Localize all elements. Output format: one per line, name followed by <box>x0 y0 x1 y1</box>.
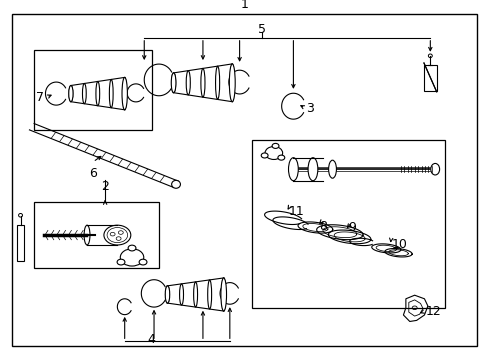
Text: 11: 11 <box>288 205 304 218</box>
Ellipse shape <box>165 286 169 303</box>
Text: 4: 4 <box>147 333 155 346</box>
Ellipse shape <box>230 64 234 102</box>
Ellipse shape <box>69 85 73 102</box>
Ellipse shape <box>165 286 169 303</box>
Ellipse shape <box>215 66 219 99</box>
Ellipse shape <box>122 77 127 110</box>
Ellipse shape <box>277 155 284 160</box>
Ellipse shape <box>328 160 336 178</box>
Ellipse shape <box>261 153 267 158</box>
Ellipse shape <box>221 278 226 311</box>
Ellipse shape <box>96 81 100 106</box>
Text: 12: 12 <box>425 305 440 318</box>
Ellipse shape <box>430 163 439 175</box>
Ellipse shape <box>207 280 211 309</box>
Ellipse shape <box>307 158 317 181</box>
Text: 9: 9 <box>347 221 355 234</box>
Ellipse shape <box>171 73 176 93</box>
Ellipse shape <box>171 73 175 93</box>
Ellipse shape <box>229 64 235 102</box>
Ellipse shape <box>82 84 86 104</box>
Text: 6: 6 <box>89 167 97 180</box>
Ellipse shape <box>179 284 183 305</box>
Text: 2: 2 <box>101 180 109 193</box>
Text: 3: 3 <box>305 102 313 114</box>
Ellipse shape <box>288 158 298 181</box>
Ellipse shape <box>139 259 147 265</box>
Bar <box>34 50 151 130</box>
Ellipse shape <box>104 225 130 245</box>
Ellipse shape <box>221 278 225 311</box>
Ellipse shape <box>201 68 204 97</box>
Bar <box>34 202 159 268</box>
Text: 5: 5 <box>257 23 265 36</box>
Ellipse shape <box>122 77 126 110</box>
Ellipse shape <box>69 85 73 102</box>
Bar <box>251 140 444 308</box>
Ellipse shape <box>271 143 278 148</box>
Ellipse shape <box>117 259 124 265</box>
Ellipse shape <box>186 71 190 95</box>
Ellipse shape <box>171 180 180 188</box>
Text: 7: 7 <box>36 91 44 104</box>
Text: 1: 1 <box>240 0 248 11</box>
Text: 10: 10 <box>390 238 406 251</box>
Ellipse shape <box>193 282 197 307</box>
Ellipse shape <box>264 147 282 159</box>
Ellipse shape <box>109 80 113 108</box>
Ellipse shape <box>128 245 136 251</box>
Ellipse shape <box>120 249 143 266</box>
Text: 8: 8 <box>318 220 326 233</box>
